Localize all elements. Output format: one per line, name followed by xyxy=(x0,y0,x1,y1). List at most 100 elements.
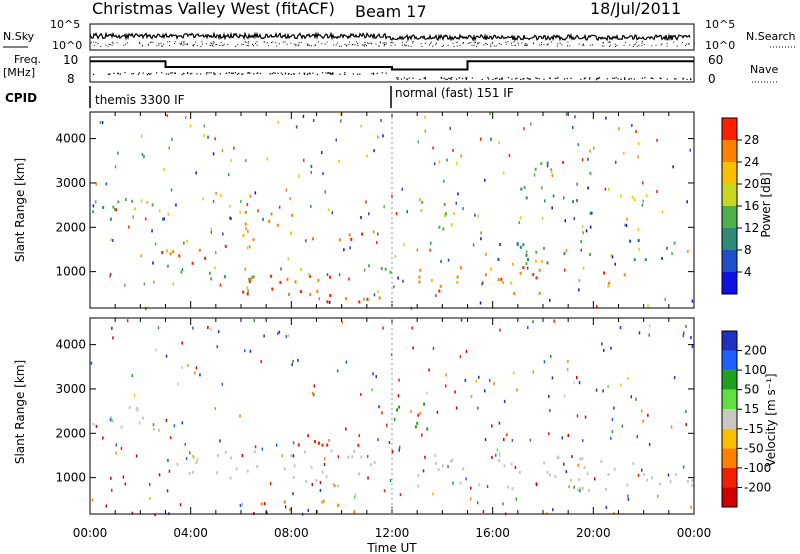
data-cell xyxy=(397,276,399,280)
noise-search-point xyxy=(379,41,381,43)
data-cell xyxy=(166,249,168,253)
noise-search-point xyxy=(401,44,403,46)
data-cell xyxy=(637,141,640,145)
data-cell xyxy=(271,287,274,291)
data-cell xyxy=(166,264,169,268)
data-cell xyxy=(323,463,326,466)
x-tick-label: 00:00 xyxy=(73,526,108,540)
data-cell xyxy=(260,502,263,506)
nave-point xyxy=(329,72,332,74)
nave-point xyxy=(535,77,537,79)
noise-search-point xyxy=(237,44,239,46)
data-cell xyxy=(430,241,432,245)
data-cell xyxy=(449,126,451,130)
data-cell xyxy=(277,332,279,336)
data-cell xyxy=(188,472,191,475)
data-cell xyxy=(382,326,384,330)
data-cell xyxy=(426,427,429,431)
nave-point xyxy=(293,73,295,75)
noise-search-point xyxy=(173,43,175,45)
data-cell xyxy=(393,285,395,289)
data-cell xyxy=(350,237,353,241)
data-cell xyxy=(417,474,420,477)
noise-search-point xyxy=(162,45,164,47)
data-cell xyxy=(269,482,272,486)
noise-search-point xyxy=(276,45,278,47)
data-cell xyxy=(412,346,414,350)
data-cell xyxy=(223,275,226,279)
noise-search-point xyxy=(539,44,541,46)
noise-search-point xyxy=(432,45,434,47)
data-cell xyxy=(166,114,169,118)
nave-point xyxy=(456,78,458,80)
data-cell xyxy=(112,336,114,340)
noise-search-point xyxy=(632,46,634,47)
noise-search-point xyxy=(93,41,95,43)
noise-search-point xyxy=(364,44,366,45)
data-cell xyxy=(328,300,331,304)
data-cell xyxy=(565,248,568,252)
data-cell xyxy=(214,266,216,270)
data-cell xyxy=(518,221,520,225)
data-cell xyxy=(432,492,434,496)
data-cell xyxy=(157,326,160,330)
data-cell xyxy=(152,261,154,265)
nave-point xyxy=(406,78,408,80)
data-cell xyxy=(281,454,283,458)
data-cell xyxy=(341,321,344,325)
data-cell xyxy=(315,478,318,482)
data-cell xyxy=(219,439,221,443)
data-cell xyxy=(373,293,376,297)
data-cell xyxy=(184,442,186,446)
noise-search-point xyxy=(201,43,203,45)
noise-search-point xyxy=(490,46,492,47)
noise-search-point xyxy=(271,42,272,44)
data-cell xyxy=(114,165,117,169)
data-cell xyxy=(181,421,184,425)
nave-point xyxy=(400,78,403,80)
data-cell xyxy=(353,510,356,514)
data-cell xyxy=(551,174,554,178)
noise-search-point xyxy=(247,42,249,44)
nave-point xyxy=(651,77,653,79)
data-cell xyxy=(503,171,505,175)
noise-search-point xyxy=(453,46,455,47)
data-cell xyxy=(248,277,251,281)
nave-point xyxy=(225,72,227,75)
noise-search-point xyxy=(215,44,217,46)
data-cell xyxy=(442,464,444,468)
data-cell xyxy=(546,470,549,474)
data-cell xyxy=(105,504,107,508)
data-cell xyxy=(480,237,482,241)
data-cell xyxy=(358,300,361,304)
colorbar-tick-label: 28 xyxy=(744,133,759,147)
nave-point xyxy=(191,72,193,74)
noise-search-point xyxy=(100,46,102,47)
cpid-label: CPID xyxy=(5,91,37,105)
data-cell xyxy=(578,279,581,283)
nave-point xyxy=(253,73,255,75)
nave-point xyxy=(563,78,566,80)
data-cell xyxy=(659,482,662,486)
data-cell xyxy=(656,190,658,193)
data-cell xyxy=(325,475,328,479)
data-cell xyxy=(326,300,329,304)
data-cell xyxy=(189,124,192,128)
data-cell xyxy=(607,473,610,476)
colorbar-tick-label: -200 xyxy=(744,480,771,494)
data-cell xyxy=(330,449,333,453)
noise-search-point xyxy=(581,44,583,46)
data-cell xyxy=(573,485,575,489)
beam-label: Beam 17 xyxy=(355,2,427,21)
data-cell xyxy=(580,240,583,244)
nave-point xyxy=(284,72,286,74)
colorbar-tick-label: -15 xyxy=(744,422,764,436)
noise-search-point xyxy=(127,42,129,44)
nave-point xyxy=(615,77,617,79)
noise-search-point xyxy=(245,42,247,43)
data-cell xyxy=(685,324,687,328)
nave-point xyxy=(443,77,445,79)
data-cell xyxy=(551,376,554,380)
data-cell xyxy=(546,261,549,265)
data-cell xyxy=(587,186,590,190)
